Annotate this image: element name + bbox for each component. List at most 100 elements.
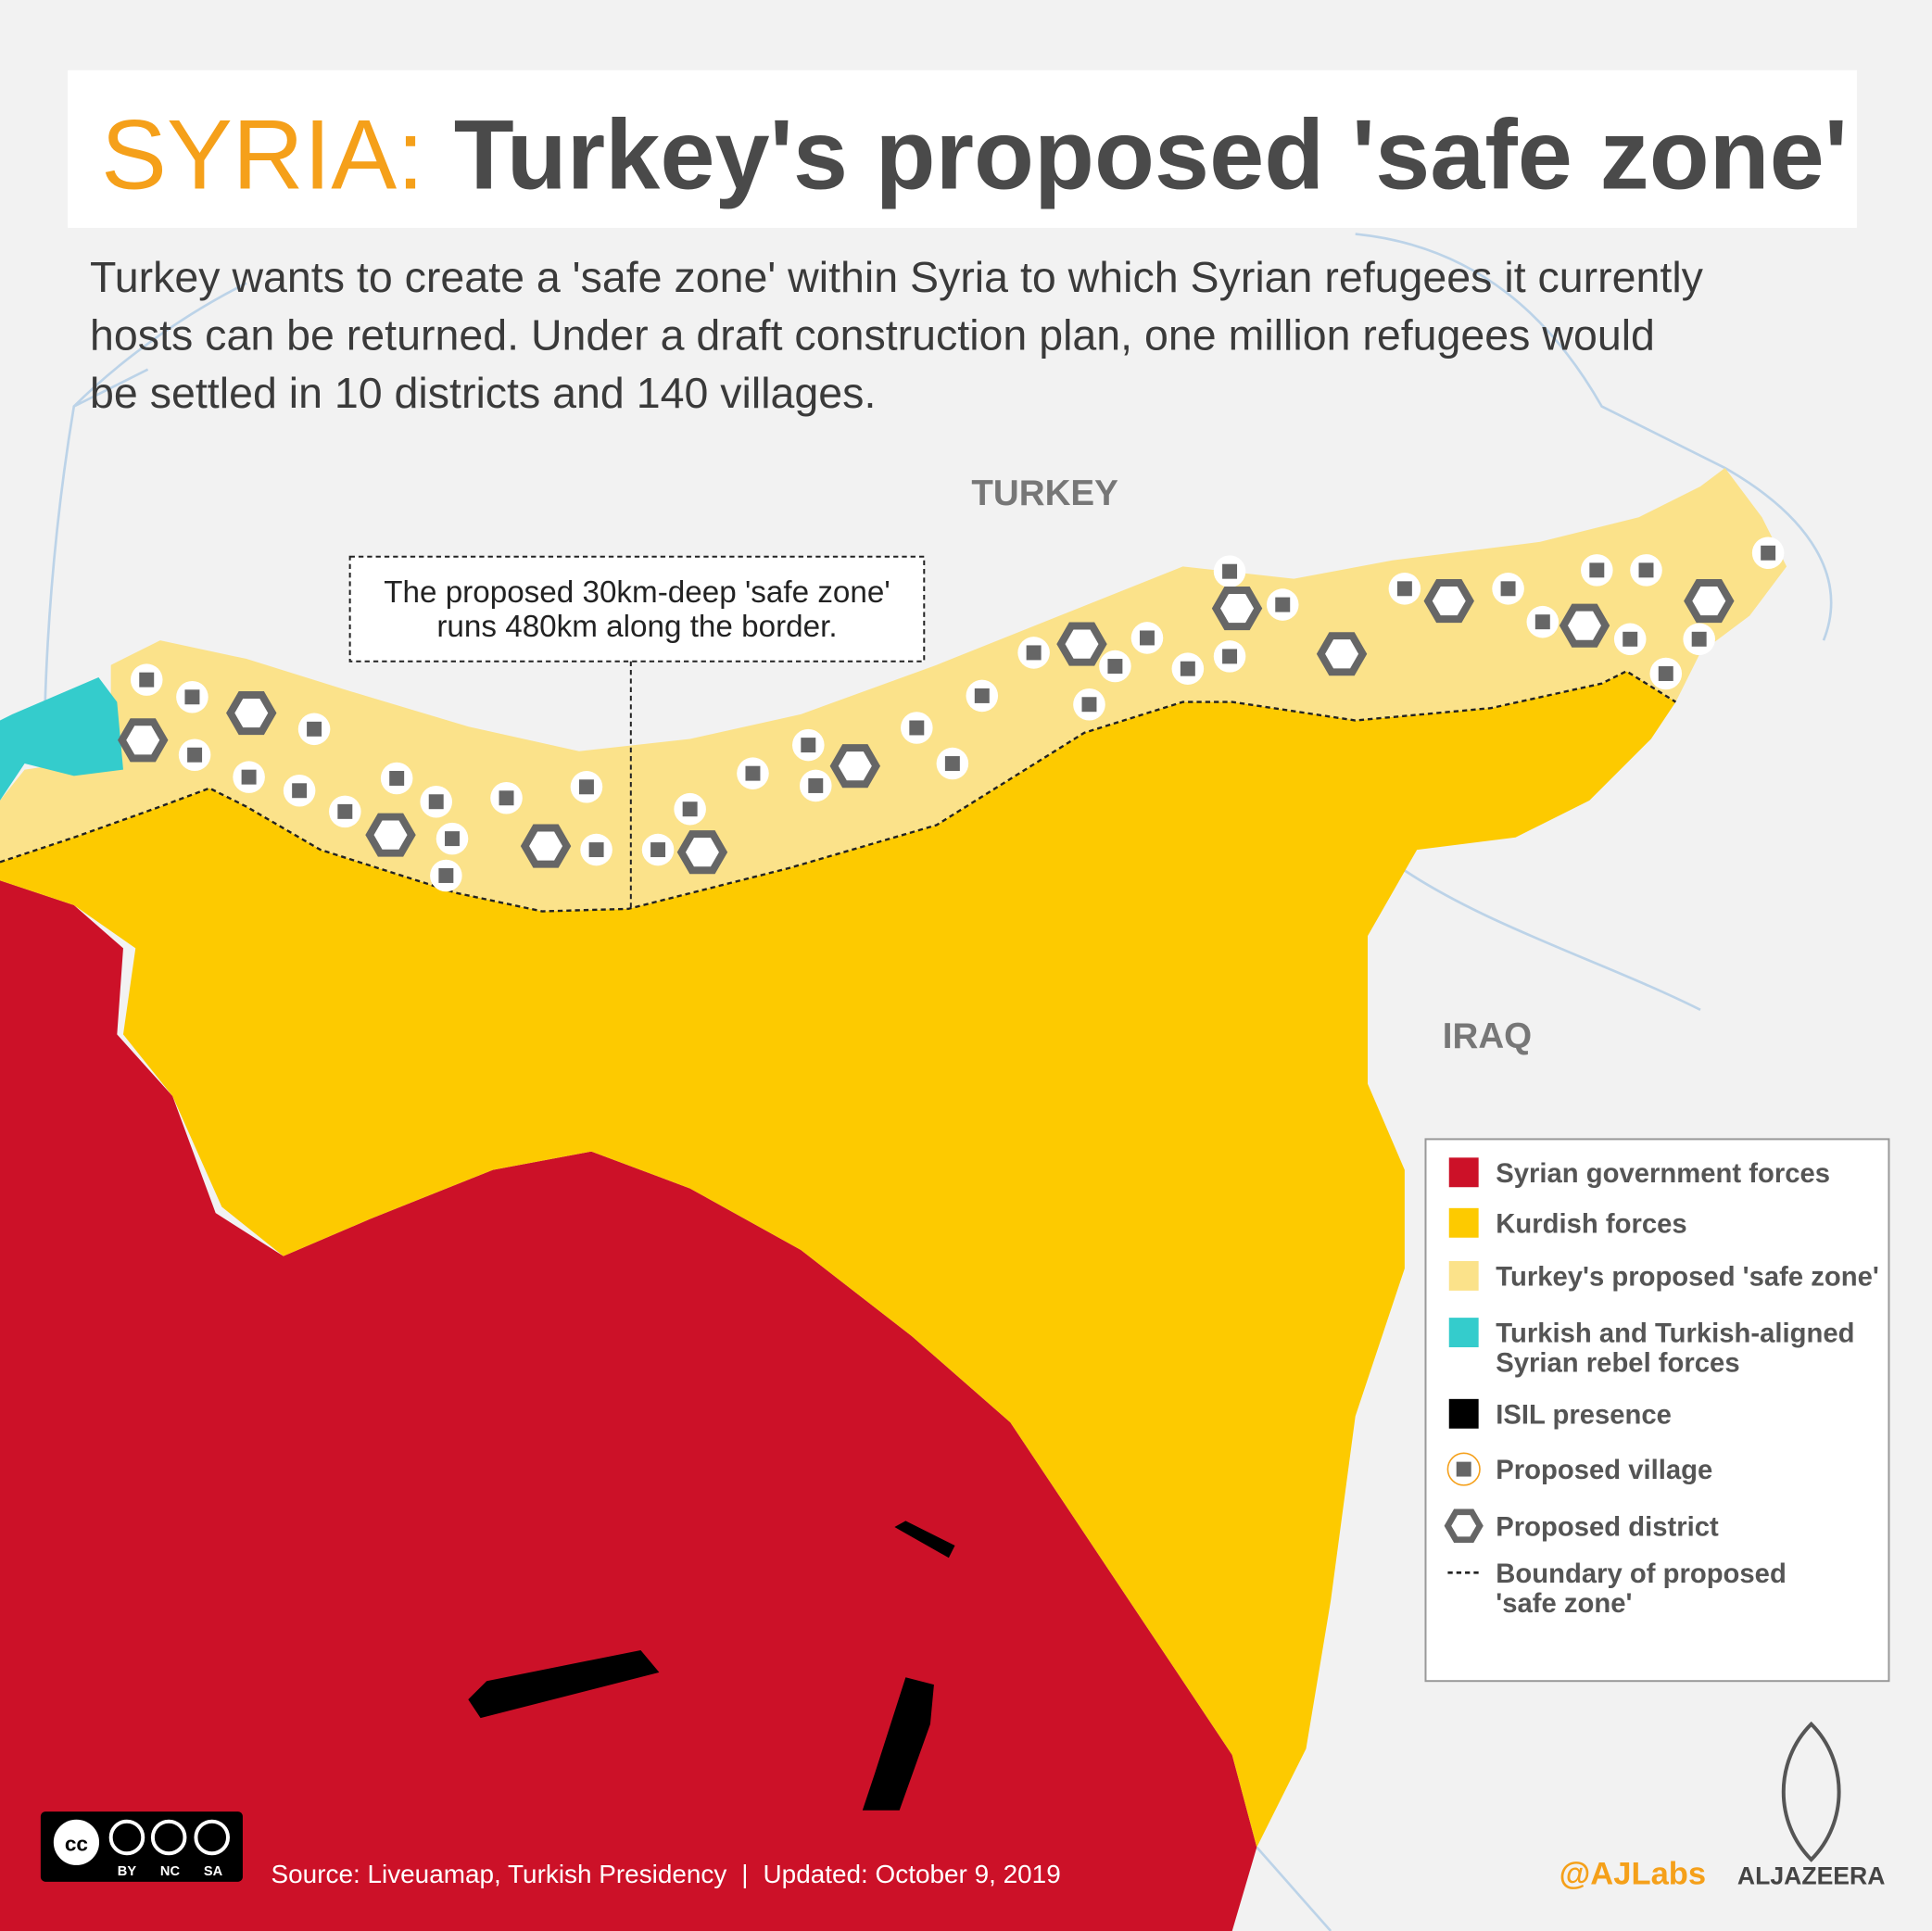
country-label: TURKEY	[971, 473, 1118, 513]
village-square	[1638, 562, 1654, 578]
license-label: SA	[204, 1864, 223, 1879]
district-marker	[226, 690, 277, 736]
village-square	[1534, 614, 1550, 630]
village-square	[801, 738, 816, 753]
village-square	[650, 842, 666, 858]
legend-swatch	[1444, 1508, 1484, 1544]
kurdish-area	[0, 671, 1676, 1848]
district-marker	[829, 744, 881, 789]
aljazeera-logo	[1781, 1721, 1841, 1862]
cc-icons	[53, 1819, 230, 1865]
legend-label: Syrian government forces	[1496, 1159, 1830, 1189]
government-area	[0, 880, 1257, 1931]
title: SYRIA: Turkey's proposed 'safe zone'	[101, 99, 1848, 209]
village-square	[1222, 649, 1238, 664]
village-square	[974, 688, 990, 703]
district-marker	[1211, 587, 1263, 631]
callout-line: runs 480km along the border.	[436, 610, 837, 644]
legend-label: Boundary of proposed	[1496, 1559, 1787, 1589]
district-marker	[1423, 579, 1474, 624]
village-square	[682, 801, 698, 817]
village-square	[1761, 545, 1776, 561]
isil-area	[468, 1521, 955, 1811]
village-square	[1589, 562, 1605, 578]
description-line: be settled in 10 districts and 140 villa…	[90, 369, 876, 417]
updated: Updated: October 9, 2019	[764, 1860, 1061, 1888]
license-label: BY	[118, 1864, 137, 1879]
title-kicker: SYRIA:	[101, 99, 424, 209]
legend-swatch	[1456, 1461, 1471, 1477]
district-marker	[676, 830, 728, 875]
district-marker	[1684, 579, 1735, 624]
village-square	[1026, 645, 1042, 661]
legend: Syrian government forces Kurdish forces Tu…	[1444, 1157, 1879, 1619]
legend-swatch	[1448, 1318, 1479, 1348]
country-label: IRAQ	[1443, 1016, 1532, 1056]
village-square	[1658, 666, 1673, 681]
description-line: hosts can be returned. Under a draft con…	[90, 310, 1655, 359]
village-square	[1222, 563, 1238, 579]
village-square	[1180, 661, 1195, 676]
license-label: NC	[160, 1864, 181, 1879]
village-square	[184, 689, 200, 705]
legend-label: Turkey's proposed 'safe zone'	[1496, 1263, 1879, 1293]
legend-box	[1424, 1138, 1890, 1683]
village-square	[588, 842, 604, 858]
district-marker	[520, 824, 572, 868]
legend-swatch	[1448, 1157, 1479, 1188]
source: Source: Liveuamap, Turkish Presidency	[271, 1860, 727, 1888]
district-marker	[118, 718, 169, 763]
legend-swatch	[1448, 1260, 1479, 1291]
description: Turkey wants to create a 'safe zone' wit…	[90, 253, 1704, 417]
district-marker	[1056, 622, 1107, 666]
village-square	[389, 771, 405, 786]
village-square	[292, 783, 308, 799]
village-square	[241, 769, 257, 785]
legend-swatch	[1448, 1207, 1479, 1238]
legend-label: Proposed village	[1496, 1456, 1712, 1485]
callout-line: The proposed 30km-deep 'safe zone'	[384, 575, 890, 610]
village-square	[139, 672, 155, 688]
legend-label: Kurdish forces	[1496, 1209, 1686, 1239]
village-square	[499, 790, 514, 806]
village-square	[745, 765, 761, 781]
village-square	[1275, 597, 1291, 612]
village-square	[944, 756, 960, 772]
handle: @AJLabs	[1559, 1857, 1707, 1892]
safe-zone-boundary	[0, 669, 1677, 913]
legend-label: Proposed district	[1496, 1512, 1719, 1542]
village-square	[337, 803, 353, 819]
title-main: Turkey's proposed 'safe zone'	[454, 99, 1848, 209]
legend-label: ISIL presence	[1496, 1400, 1672, 1430]
village-square	[187, 747, 203, 763]
callout: The proposed 30km-deep 'safe zone'runs 4…	[384, 575, 890, 644]
village-square	[1396, 581, 1412, 597]
footer-text: Source: Liveuamap, Turkish Presidency | Up…	[271, 1860, 1061, 1888]
village-square	[1691, 631, 1707, 647]
rebel-area	[0, 676, 123, 801]
village-square	[1081, 697, 1097, 713]
village-square	[1139, 630, 1155, 646]
district-marker	[1559, 603, 1610, 648]
district-marker	[365, 813, 416, 857]
village-square	[307, 721, 322, 737]
village-square	[808, 777, 824, 793]
separator: |	[741, 1860, 748, 1888]
license: BY NC SA	[118, 1864, 223, 1879]
village-square	[1623, 631, 1638, 647]
village-square	[578, 779, 594, 795]
markers	[118, 536, 1785, 892]
village-square	[438, 868, 454, 883]
legend-swatch	[1448, 1398, 1479, 1429]
description-line: Turkey wants to create a 'safe zone' wit…	[90, 253, 1704, 301]
borders	[43, 233, 1833, 1931]
village-square	[909, 720, 925, 736]
callout-box	[348, 555, 926, 663]
legend-label: Turkish and Turkish-aligned	[1496, 1319, 1854, 1349]
district-marker	[1316, 632, 1368, 676]
cc-logo: cc	[65, 1833, 88, 1856]
title-box	[68, 69, 1857, 228]
village-square	[1500, 581, 1516, 597]
brand: ALJAZEERA	[1737, 1862, 1886, 1890]
